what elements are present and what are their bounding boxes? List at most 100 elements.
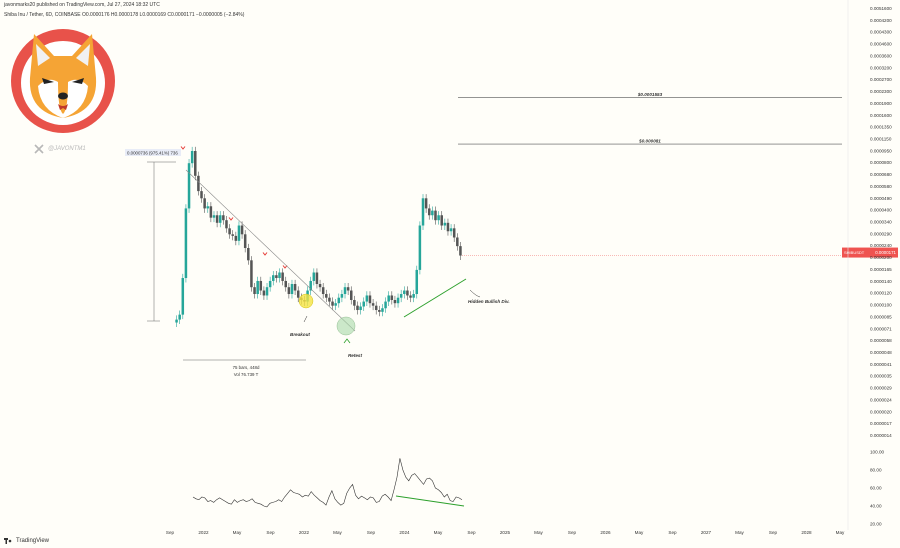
candle-body [452,228,456,238]
retest-arrow [343,338,351,344]
price-axis-label: 0.0003600 [870,53,892,58]
candle-body [194,150,197,176]
shiba-inu-logo [11,29,115,133]
breakout-label: Breakout [290,332,310,337]
time-axis-label: 2026 [600,530,611,535]
sell-marker-icon [180,146,186,150]
candle-body [281,272,284,281]
price-axis-label: 0.0000029 [870,386,892,391]
candle-body [415,269,419,295]
time-axis-label: Sep [166,530,175,535]
candle-body [290,284,294,295]
candle-body [359,306,362,311]
candle-body [265,287,269,296]
candle-body [272,275,275,281]
price-axis-label: 0.0002700 [870,77,892,82]
price-axis-label: 0.0004200 [870,18,892,23]
candle-body [212,215,216,218]
candle-body [424,198,428,209]
candle-body [240,225,244,235]
candle-body [437,215,440,221]
candle-body [256,280,259,295]
time-axis-label: May [333,530,342,535]
candle-body [446,222,450,232]
candle-body [421,198,425,226]
social-handle: @JAVONTM1 [48,146,86,152]
candle-body [334,303,337,306]
price-axis-label: 0.0000580 [870,184,892,189]
price-axis-label: 0.0001600 [870,113,892,118]
breakout-circle [298,293,314,309]
candle-body [371,303,375,306]
target-label: $0.000081 [638,139,661,144]
candle-body [315,272,319,285]
candle-body [456,237,459,247]
time-axis-label: 2022 [299,530,310,535]
candle-body [184,208,188,279]
price-axis-label: 0.0051600 [870,6,892,11]
candle-body [309,280,312,291]
hidden-div-label: Hidden Bullish Div. [468,299,510,304]
downtrend-line [185,169,356,332]
candle-body [187,163,191,209]
price-axis-label: 0.0000490 [870,196,892,201]
candle-body [234,235,238,241]
candle-body [346,287,350,291]
brand-label: TradingView [16,538,50,544]
price-axis-label: 0.0000024 [870,397,892,402]
time-axis-label: May [635,530,644,535]
candle-body [318,284,322,288]
candle-body [440,215,443,226]
time-axis-label: 2024 [399,530,410,535]
time-axis-label: May [534,530,543,535]
candle-body [253,287,256,295]
price-axis-label: 0.0000340 [870,220,892,225]
candle-body [328,297,331,302]
candle-body [387,295,390,302]
price-axis-label: 0.0001900 [870,101,892,106]
time-axis-label: May [836,530,845,535]
target-label: $0.0001553 [637,92,663,97]
bars-measure-vol: Vol 76.739 T [234,372,259,377]
sell-marker-icon [262,252,268,256]
price-axis-label: 0.0000400 [870,208,892,213]
social-handle-row: @JAVONTM1 [34,144,86,154]
candle-body [412,294,415,298]
candle-body [362,301,365,307]
retest-circle [336,316,356,336]
candle-body [409,295,412,298]
price-axis-label: 0.0001150 [870,136,892,141]
time-axis-label: 2027 [701,530,712,535]
candle-body [190,150,194,164]
candles-layer [175,146,462,327]
candle-body [312,272,316,281]
candle-body [384,301,387,309]
range-label: 0.0000736 (975.41%) 736 [127,151,178,156]
price-axis-label: 0.0000017 [870,421,892,426]
candle-body [427,208,431,216]
candle-body [228,228,231,235]
candle-body [203,198,206,209]
candle-body [340,294,344,298]
candle-body [178,314,181,320]
price-axis-label: 0.0000071 [870,326,892,331]
annotations-layer: SHIBUSDT 0.0000171 0.0000736 (975.41%) 736… [125,146,898,377]
dog-mouth [58,104,68,110]
candle-body [209,206,213,218]
candle-body [459,246,462,256]
retest-label: Retest [348,353,363,358]
candle-body [353,300,356,306]
time-axis-label: 2022 [198,530,209,535]
price-axis-label: 0.0000085 [870,314,892,319]
published-line: javonmarks20 published on TradingView.co… [4,2,160,8]
time-axis-label: May [434,530,443,535]
candle-body [262,290,266,296]
candle-body [293,284,297,291]
candle-body [356,305,359,311]
price-axis-label: 0.0000800 [870,160,892,165]
candle-body [449,228,453,232]
price-axis-label: 0.0000020 [870,409,892,414]
candle-body [365,295,369,302]
